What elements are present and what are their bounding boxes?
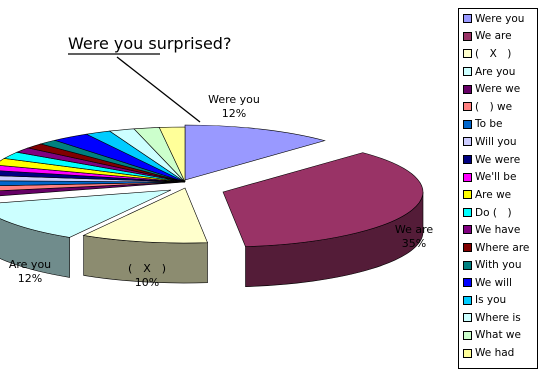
legend-item: We will xyxy=(463,274,535,292)
legend-label: We will xyxy=(475,276,512,289)
legend-label: Were we xyxy=(475,83,521,96)
legend-item: Are you xyxy=(463,63,535,81)
legend-label: We have xyxy=(475,223,521,236)
legend-label: What we xyxy=(475,329,521,342)
legend-label: Do ( ) xyxy=(475,206,512,219)
legend-item: To be xyxy=(463,116,535,134)
data-label-category: Are you xyxy=(9,258,51,271)
legend-swatch xyxy=(463,348,472,358)
legend-swatch xyxy=(463,330,472,340)
legend-swatch xyxy=(463,14,472,24)
pie-slice xyxy=(158,126,186,183)
data-label-category: We are xyxy=(395,223,434,236)
legend-label: With you xyxy=(475,259,522,272)
legend-item: Were we xyxy=(463,80,535,98)
legend-label: Are you xyxy=(475,65,516,78)
legend-label: We'll be xyxy=(475,171,517,184)
legend-label: Will you xyxy=(475,135,517,148)
legend-swatch xyxy=(463,84,472,94)
pie-slice xyxy=(0,189,172,278)
legend-item: Is you xyxy=(463,292,535,310)
legend-swatch xyxy=(463,49,472,59)
legend-swatch xyxy=(463,119,472,129)
legend-swatch xyxy=(463,278,472,288)
legend-label: Are we xyxy=(475,188,512,201)
legend-item: We'll be xyxy=(463,168,535,186)
legend-swatch xyxy=(463,295,472,305)
legend-swatch xyxy=(463,172,472,182)
legend-swatch xyxy=(463,190,472,200)
chart-title: Were you surprised? xyxy=(68,34,231,53)
legend-label: We had xyxy=(475,347,515,360)
legend-item: We are xyxy=(463,28,535,46)
legend-swatch xyxy=(463,207,472,217)
legend-item: Will you xyxy=(463,133,535,151)
legend-item: Where are xyxy=(463,239,535,257)
legend-swatch xyxy=(463,243,472,253)
legend-label: Where is xyxy=(475,311,521,324)
legend-item: What we xyxy=(463,327,535,345)
data-label-category: ( X ) xyxy=(128,262,166,275)
legend-item: We had xyxy=(463,344,535,362)
legend-item: Were you xyxy=(463,10,535,28)
legend-item: ( X ) xyxy=(463,45,535,63)
legend: Were you We are ( X ) Are you Were we ( ) we T… xyxy=(458,8,538,369)
title-leader-line xyxy=(116,56,201,123)
data-label-value: 35% xyxy=(402,237,426,250)
pie-slice xyxy=(222,152,424,287)
legend-label: Is you xyxy=(475,294,507,307)
legend-label: ( X ) xyxy=(475,48,512,61)
legend-swatch xyxy=(463,137,472,147)
data-label-category: Were you xyxy=(208,93,260,106)
legend-item: Do ( ) xyxy=(463,204,535,222)
legend-label: We are xyxy=(475,30,512,43)
pie-slice xyxy=(82,187,208,284)
legend-swatch xyxy=(463,313,472,323)
legend-label: ( ) we xyxy=(475,101,513,114)
legend-label: To be xyxy=(475,118,503,131)
legend-item: We have xyxy=(463,221,535,239)
pie-slices xyxy=(0,124,424,287)
legend-swatch xyxy=(463,260,472,270)
legend-swatch xyxy=(463,102,472,112)
data-label-value: 12% xyxy=(222,107,246,120)
pie-slice xyxy=(0,181,186,191)
pie-slice xyxy=(0,175,186,183)
legend-item: With you xyxy=(463,256,535,274)
legend-item: We were xyxy=(463,151,535,169)
legend-swatch xyxy=(463,67,472,77)
legend-label: Where are xyxy=(475,241,530,254)
pie-slice xyxy=(0,180,186,186)
legend-item: ( ) we xyxy=(463,98,535,116)
legend-swatch xyxy=(463,225,472,235)
legend-swatch xyxy=(463,155,472,165)
data-label-value: 12% xyxy=(18,272,42,285)
legend-item: Where is xyxy=(463,309,535,327)
legend-swatch xyxy=(463,31,472,41)
legend-item: Are we xyxy=(463,186,535,204)
legend-label: Were you xyxy=(475,12,525,25)
data-label-value: 10% xyxy=(135,276,159,289)
pie-slice xyxy=(184,124,326,181)
legend-label: We were xyxy=(475,153,521,166)
